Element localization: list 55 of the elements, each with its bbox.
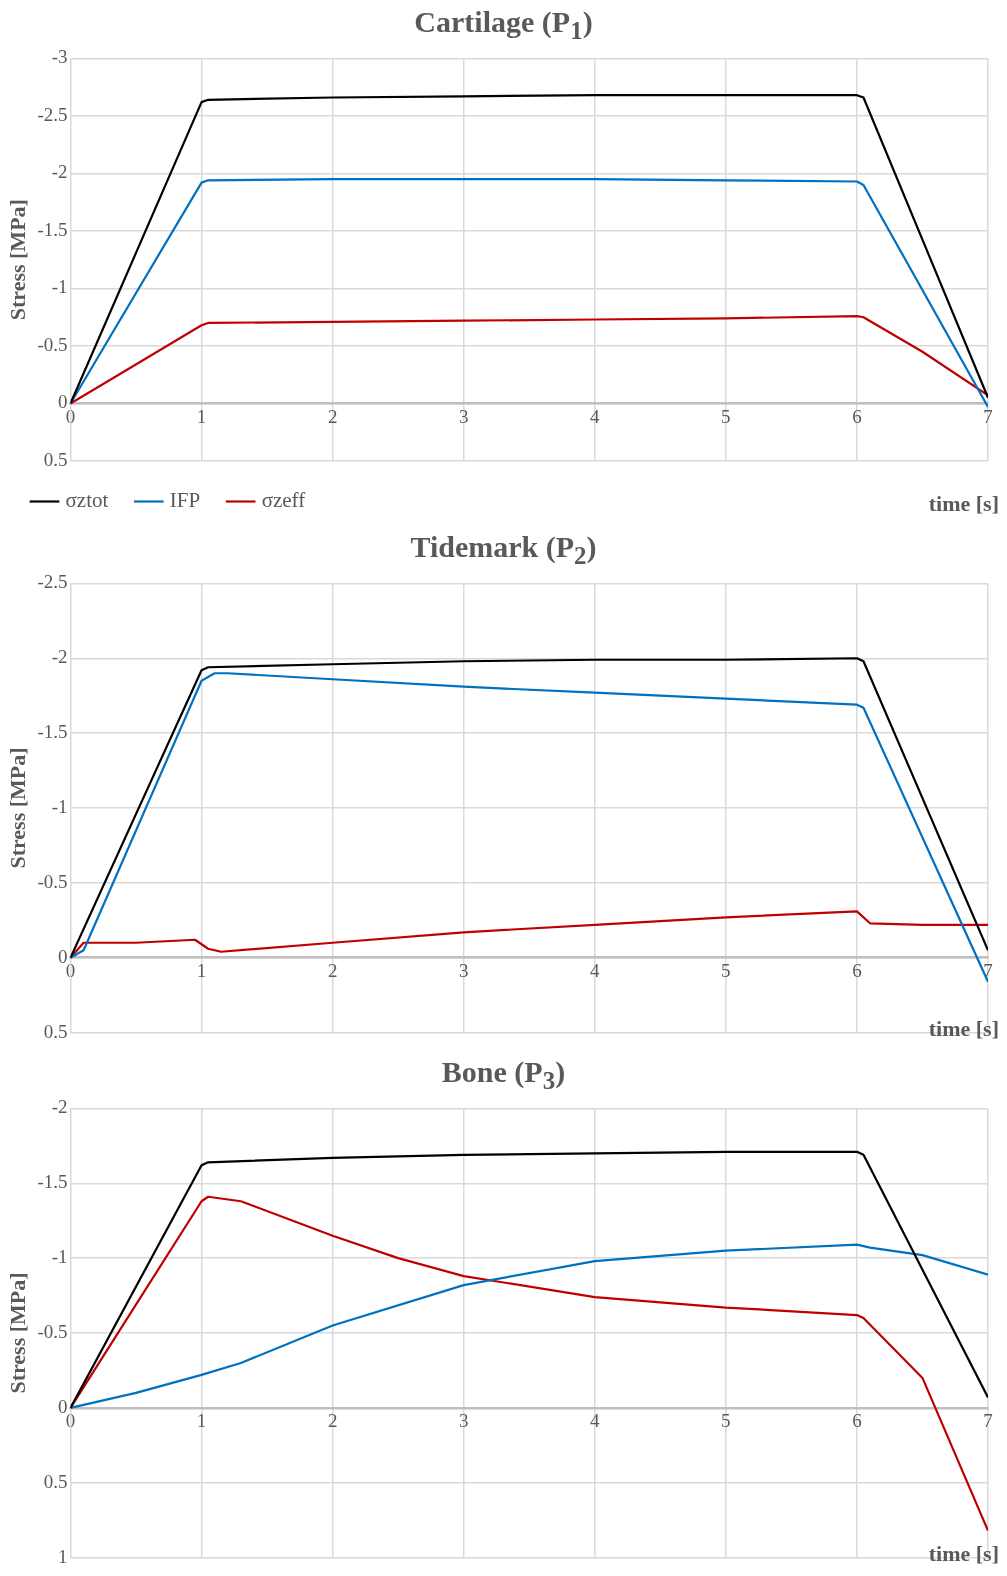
x-tick-label: 1 xyxy=(196,960,207,982)
y-tick-label: 0.5 xyxy=(43,1020,68,1042)
x-tick-label: 4 xyxy=(590,1410,601,1432)
y-tick-label: 0 xyxy=(57,945,68,967)
x-tick-label: 1 xyxy=(196,405,207,427)
chart-title: Bone (P$_{3}$) xyxy=(440,1054,567,1094)
x-axis-title: time [s] xyxy=(928,491,999,517)
x-tick-label: 7 xyxy=(983,960,993,982)
y-tick-label: -2.5 xyxy=(37,571,68,593)
x-tick-label: 5 xyxy=(721,405,731,427)
y-tick-label: -1.5 xyxy=(37,218,68,240)
x-tick-label: 7 xyxy=(983,405,993,427)
y-tick-label: -1 xyxy=(51,1246,68,1268)
y-tick-label: -2.5 xyxy=(37,103,68,125)
y-axis-title: Stress [MPa] xyxy=(4,747,30,869)
chart-title: Tidemark (P$_{2}$) xyxy=(409,529,598,569)
y-tick-label: -1.5 xyxy=(37,1171,68,1193)
chart-title: Cartilage (P$_{1}$) xyxy=(413,4,594,44)
x-axis-title: time [s] xyxy=(928,1016,999,1042)
y-tick-label: 1 xyxy=(57,1545,68,1567)
y-tick-label: 0 xyxy=(57,391,68,413)
y-tick-label: -2 xyxy=(51,161,68,183)
x-tick-label: 6 xyxy=(852,960,862,982)
x-tick-label: 1 xyxy=(196,1410,207,1432)
y-tick-label: -0.5 xyxy=(37,333,68,355)
x-tick-label: 3 xyxy=(458,405,469,427)
x-tick-label: 6 xyxy=(852,1410,862,1432)
y-tick-label: -2 xyxy=(51,646,68,668)
y-tick-label: -1 xyxy=(51,795,68,817)
legend-label: IFP xyxy=(169,488,201,513)
y-tick-label: -2 xyxy=(51,1096,68,1118)
y-tick-label: -1.5 xyxy=(37,721,68,743)
x-tick-label: 3 xyxy=(458,960,469,982)
x-tick-label: 6 xyxy=(852,405,862,427)
x-tick-label: 4 xyxy=(590,405,601,427)
legend-label: σztot xyxy=(65,488,109,513)
x-axis-title: time [s] xyxy=(928,1541,999,1567)
y-tick-label: -1 xyxy=(51,276,68,298)
x-tick-label: 2 xyxy=(327,1410,338,1432)
legend-label: σzeff xyxy=(261,488,306,513)
x-tick-label: 5 xyxy=(721,960,731,982)
y-tick-label: -0.5 xyxy=(37,1320,68,1342)
x-tick-label: 3 xyxy=(458,1410,469,1432)
x-tick-label: 2 xyxy=(327,960,338,982)
y-tick-label: -0.5 xyxy=(37,870,68,892)
y-tick-label: 0.5 xyxy=(43,1470,68,1492)
y-tick-label: 0 xyxy=(57,1395,68,1417)
y-tick-label: -3 xyxy=(51,46,68,68)
x-tick-label: 4 xyxy=(590,960,601,982)
y-tick-label: 0.5 xyxy=(43,448,68,470)
x-tick-label: 2 xyxy=(327,405,338,427)
y-axis-title: Stress [MPa] xyxy=(4,199,30,321)
y-axis-title: Stress [MPa] xyxy=(4,1272,30,1394)
x-tick-label: 7 xyxy=(983,1410,993,1432)
x-tick-label: 5 xyxy=(721,1410,731,1432)
